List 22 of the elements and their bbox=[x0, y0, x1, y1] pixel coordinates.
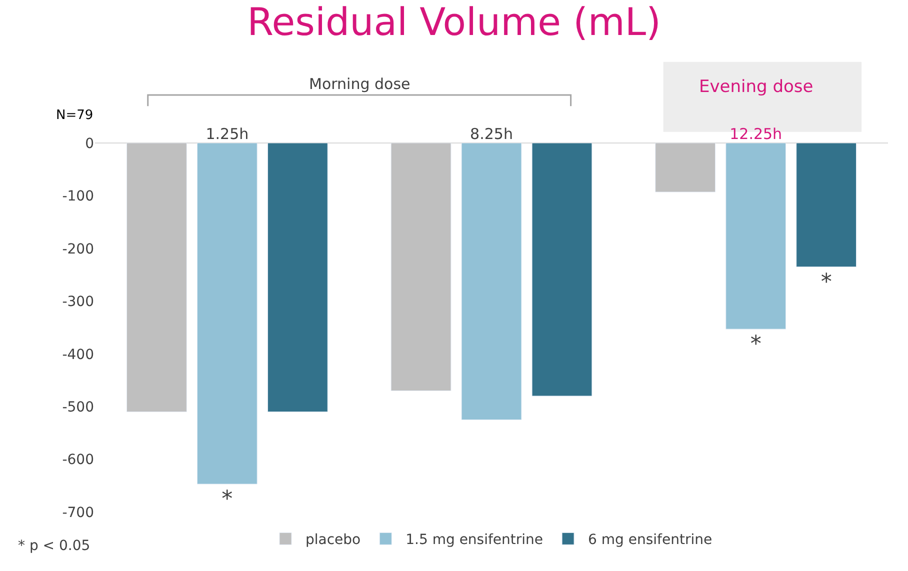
y-tick-label: -100 bbox=[62, 188, 94, 205]
y-tick-label: -700 bbox=[62, 504, 94, 521]
y-tick-label: -400 bbox=[62, 346, 94, 363]
data-label: * bbox=[820, 270, 832, 295]
legend-label: placebo bbox=[306, 532, 361, 548]
y-tick-label: -300 bbox=[62, 294, 94, 310]
data-label: * bbox=[222, 487, 233, 512]
legend-label: 1.5 mg ensifentrine bbox=[406, 532, 544, 548]
chart-title: Residual Volume (mL) bbox=[247, 0, 661, 44]
y-tick-label: -200 bbox=[62, 241, 94, 258]
text: Evening dose bbox=[699, 77, 814, 97]
x-tick-label: 12.25h bbox=[730, 125, 782, 143]
data-label: * bbox=[750, 332, 762, 358]
x-tick-label: 8.25h bbox=[470, 125, 513, 143]
text: * p < 0.05 bbox=[18, 538, 90, 554]
y-tick-label: 0 bbox=[85, 136, 94, 152]
y-tick-label: -500 bbox=[62, 399, 94, 416]
legend-label: 6 mg ensifentrine bbox=[588, 532, 712, 548]
text: Morning dose bbox=[309, 75, 410, 93]
text: N=79 bbox=[56, 108, 94, 123]
y-tick-label: -600 bbox=[62, 452, 94, 468]
x-tick-label: 1.25h bbox=[206, 125, 249, 143]
